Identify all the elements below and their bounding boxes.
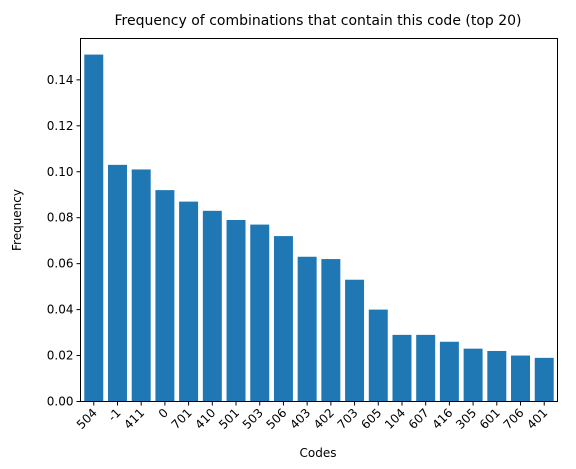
x-tick-label: 104 bbox=[382, 406, 408, 432]
bar-706 bbox=[511, 355, 530, 402]
x-tick-label: 410 bbox=[192, 406, 218, 432]
x-tick-label: 416 bbox=[429, 406, 455, 432]
bar-607 bbox=[416, 334, 436, 402]
y-tick-label: 0.08 bbox=[47, 211, 74, 225]
x-axis-label: Codes bbox=[300, 446, 337, 460]
bar-104 bbox=[392, 334, 412, 402]
bar-411 bbox=[131, 169, 151, 402]
x-tick-label: 701 bbox=[169, 406, 195, 432]
bar-416 bbox=[439, 341, 459, 402]
bar-410 bbox=[202, 210, 222, 402]
bars-group bbox=[84, 54, 554, 402]
bar--1 bbox=[108, 164, 127, 402]
x-tick-label: 703 bbox=[335, 406, 361, 432]
bar-402 bbox=[321, 259, 341, 402]
bar-506 bbox=[273, 236, 293, 402]
y-tick-label: 0.04 bbox=[47, 303, 74, 317]
bar-401 bbox=[534, 357, 554, 402]
bar-503 bbox=[250, 224, 270, 402]
y-tick-label: 0.02 bbox=[47, 349, 74, 363]
y-tick-label: 0.10 bbox=[47, 165, 74, 179]
y-tick-label: 0.00 bbox=[47, 395, 74, 409]
x-tick-label: 504 bbox=[74, 406, 100, 432]
bar-501 bbox=[226, 220, 246, 402]
x-tick-label: 402 bbox=[311, 406, 337, 432]
x-tick-label: 501 bbox=[216, 406, 242, 432]
y-axis-label: Frequency bbox=[10, 189, 24, 251]
chart-title: Frequency of combinations that contain t… bbox=[114, 13, 521, 29]
x-tick-label: 305 bbox=[453, 406, 479, 432]
x-tick-label: 411 bbox=[121, 406, 147, 432]
x-tick-label: 601 bbox=[477, 406, 503, 432]
x-tick-label: 706 bbox=[501, 406, 527, 432]
bar-0 bbox=[155, 190, 175, 402]
x-tick-label: 506 bbox=[263, 406, 289, 432]
y-tick-label: 0.06 bbox=[47, 257, 74, 271]
y-tick-label: 0.14 bbox=[47, 73, 74, 87]
bar-305 bbox=[463, 348, 483, 402]
bar-504 bbox=[84, 54, 104, 402]
x-tick-label: 403 bbox=[287, 406, 313, 432]
bar-703 bbox=[345, 279, 365, 402]
y-tick-label: 0.12 bbox=[47, 119, 74, 133]
x-tick-label: 503 bbox=[240, 406, 266, 432]
bar-601 bbox=[487, 350, 507, 402]
x-tick-label: 401 bbox=[524, 406, 550, 432]
plot-frame bbox=[80, 38, 558, 402]
x-tick-label: 607 bbox=[406, 406, 432, 432]
x-tick-label: 0 bbox=[156, 406, 171, 421]
x-tick-label: 605 bbox=[358, 406, 384, 432]
bar-403 bbox=[297, 256, 317, 402]
bar-605 bbox=[368, 309, 388, 402]
y-axis-ticks: 0.00 0.02 0.04 0.06 0.08 0.10 0.12 0.14 bbox=[47, 73, 81, 409]
bar-701 bbox=[179, 201, 199, 402]
